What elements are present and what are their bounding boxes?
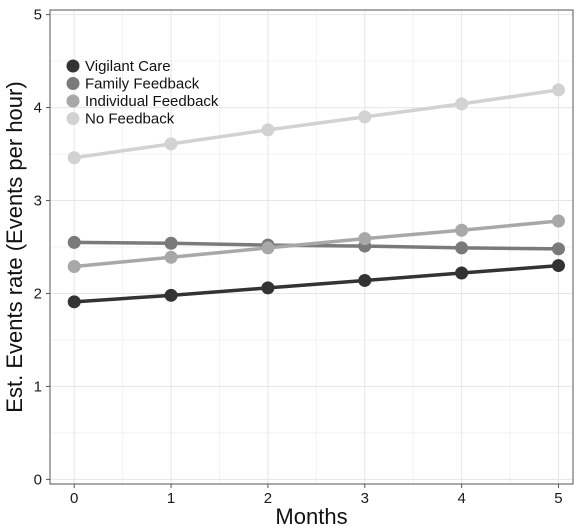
series-0	[67, 259, 565, 309]
legend-marker	[66, 59, 80, 73]
data-point	[455, 97, 469, 111]
data-point	[551, 259, 565, 273]
data-point	[551, 242, 565, 256]
y-tick-label: 1	[34, 378, 42, 395]
series-layer	[67, 83, 565, 309]
data-point	[164, 250, 178, 264]
series-line	[74, 240, 559, 251]
y-tick-label: 0	[34, 471, 42, 488]
legend-label: Vigilant Care	[85, 58, 171, 75]
legend-marker	[66, 77, 80, 90]
series-line	[74, 263, 559, 304]
x-tick-label: 2	[264, 490, 272, 507]
series-3	[67, 83, 565, 165]
x-tick-label: 3	[361, 490, 369, 507]
legend-marker	[66, 112, 80, 125]
y-tick-label: 4	[34, 100, 42, 117]
data-point	[551, 214, 565, 228]
x-tick-label: 5	[554, 490, 562, 507]
x-tick-label: 0	[70, 490, 78, 507]
data-point	[261, 123, 275, 137]
data-point	[455, 241, 469, 255]
data-point	[455, 266, 469, 280]
legend-item: No Feedback	[66, 111, 175, 128]
y-tick-label: 2	[34, 285, 42, 302]
legend-item: Family Feedback	[66, 76, 200, 93]
series-line	[74, 219, 559, 269]
data-point	[67, 151, 81, 165]
data-point	[358, 273, 372, 287]
data-point	[455, 223, 469, 237]
legend-label: Individual Feedback	[85, 93, 219, 110]
series-2	[67, 214, 565, 274]
y-axis-title: Est. Events rate (Events per hour)	[2, 81, 27, 412]
x-tick-label: 4	[457, 490, 465, 507]
axis-ticks: 0 1 2 3 4 5 0 1 2 3 4 5	[34, 7, 563, 507]
series-line	[73, 88, 559, 160]
data-point	[551, 83, 565, 97]
data-point	[358, 232, 372, 246]
plot-area-border	[49, 9, 574, 485]
x-tick-label: 1	[167, 490, 175, 507]
y-tick-label: 3	[34, 193, 42, 210]
data-point	[164, 288, 178, 302]
legend-item: Individual Feedback	[66, 93, 219, 110]
data-point	[358, 110, 372, 124]
data-point	[67, 235, 81, 249]
x-axis-title: Months	[275, 504, 347, 528]
data-point	[261, 241, 275, 255]
y-tick-label: 5	[34, 7, 42, 24]
legend-marker	[66, 94, 80, 108]
data-point	[164, 236, 178, 250]
legend-label: No Feedback	[85, 111, 175, 128]
legend-item: Vigilant Care	[66, 58, 171, 75]
legend-label: Family Feedback	[85, 76, 200, 93]
data-point	[67, 260, 81, 274]
data-point	[261, 281, 275, 295]
data-point	[67, 295, 81, 309]
data-point	[164, 137, 178, 151]
